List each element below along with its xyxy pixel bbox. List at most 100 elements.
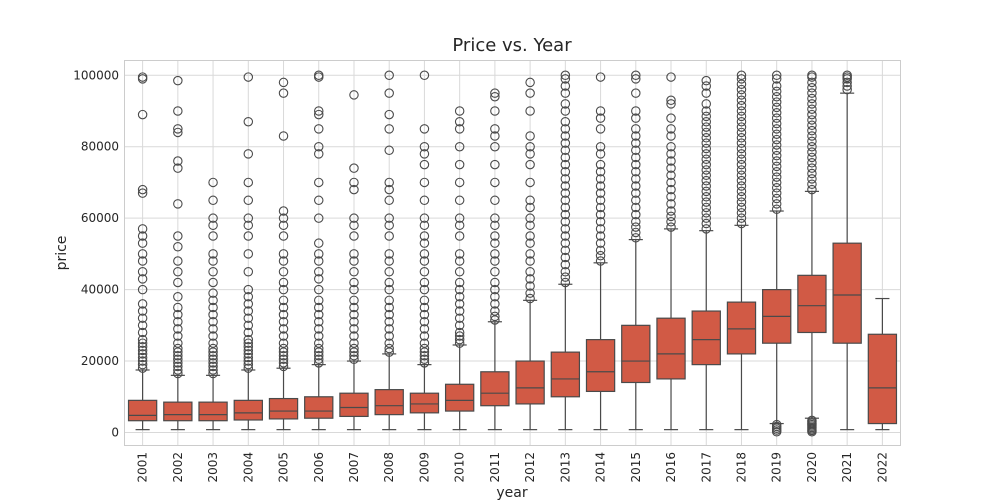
outlier-point — [173, 199, 183, 209]
outlier-point — [384, 343, 394, 354]
box-2011 — [480, 88, 510, 431]
outlier-point — [278, 350, 289, 361]
outlier-point — [313, 238, 324, 248]
outlier-point — [771, 97, 782, 107]
outlier-point — [419, 277, 430, 288]
x-tick-label: 2021 — [840, 452, 854, 483]
box-2004 — [233, 72, 263, 431]
outlier-point — [595, 250, 606, 261]
y-tick-label: 20000 — [81, 354, 119, 368]
outlier-point — [419, 358, 430, 368]
outlier-point — [419, 284, 430, 295]
outlier-point — [173, 354, 183, 365]
outlier-point — [771, 124, 782, 134]
outlier-point — [278, 213, 289, 223]
outlier-point — [419, 70, 430, 81]
outlier-point — [208, 354, 218, 365]
iqr-box — [515, 360, 545, 405]
outlier-point — [137, 249, 148, 259]
x-tick-label: 2004 — [241, 452, 255, 483]
outlier-point — [278, 256, 289, 266]
outlier-point — [807, 104, 817, 114]
outlier-point — [349, 343, 359, 354]
outlier-point — [771, 81, 782, 91]
outlier-point — [490, 220, 500, 231]
outlier-point — [807, 99, 817, 109]
outlier-point — [384, 231, 394, 241]
outlier-point — [419, 238, 430, 248]
outlier-point — [349, 317, 359, 327]
outlier-point — [278, 324, 289, 334]
outlier-point — [666, 163, 676, 173]
outlier-point — [173, 241, 183, 252]
outlier-point — [454, 292, 465, 302]
outlier-point — [278, 277, 289, 288]
outlier-point — [842, 70, 852, 81]
outlier-point — [137, 306, 148, 316]
outlier-point — [736, 143, 747, 154]
outlier-point — [419, 302, 430, 313]
outlier-point — [525, 293, 535, 304]
outlier-point — [137, 109, 148, 120]
outlier-point — [173, 343, 183, 354]
outlier-point — [595, 124, 606, 134]
outlier-point — [807, 174, 817, 184]
outlier-point — [313, 331, 324, 341]
outlier-point — [631, 70, 641, 81]
outlier-point — [313, 338, 324, 348]
outlier-point — [560, 252, 571, 263]
outlier-point — [349, 90, 359, 100]
outlier-point — [701, 127, 711, 138]
outlier-point — [666, 216, 676, 227]
iqr-box — [268, 397, 299, 420]
outlier-point — [419, 343, 430, 354]
box-2009 — [409, 70, 440, 431]
y-tick-label: 60000 — [81, 211, 119, 225]
outlier-point — [278, 220, 289, 231]
outlier-point — [631, 174, 641, 184]
outlier-point — [313, 309, 324, 320]
outlier-point — [595, 113, 606, 123]
outlier-point — [137, 284, 148, 295]
outlier-point — [560, 216, 571, 227]
x-tick-label: 2020 — [805, 452, 819, 483]
outlier-point — [243, 359, 254, 370]
outlier-point — [419, 309, 430, 320]
outlier-point — [595, 181, 606, 191]
outlier-point — [525, 256, 535, 266]
outlier-point — [631, 152, 641, 163]
outlier-point — [490, 177, 500, 188]
outlier-point — [560, 224, 571, 234]
outlier-point — [243, 363, 254, 373]
outlier-point — [595, 224, 606, 234]
outlier-point — [419, 124, 430, 134]
iqr-box — [621, 324, 651, 384]
outlier-point — [208, 331, 218, 341]
outlier-point — [666, 222, 676, 232]
outlier-point — [137, 363, 148, 373]
outlier-point — [807, 120, 817, 131]
iqr-box — [797, 274, 827, 334]
outlier-point — [419, 213, 430, 223]
outlier-point — [419, 195, 430, 206]
outlier-point — [666, 170, 676, 181]
outlier-point — [560, 195, 571, 206]
outlier-point — [208, 324, 218, 334]
outlier-point — [349, 354, 359, 365]
outlier-point — [313, 213, 324, 223]
outlier-point — [278, 77, 289, 88]
outlier-point — [137, 224, 148, 234]
outlier-point — [173, 163, 183, 173]
iqr-box — [691, 310, 721, 366]
outlier-point — [243, 349, 254, 359]
outlier-point — [595, 72, 606, 82]
outlier-point — [525, 159, 535, 170]
outlier-point — [173, 350, 183, 361]
outlier-point — [736, 74, 747, 84]
outlier-point — [701, 122, 711, 132]
outlier-point — [278, 284, 289, 295]
outlier-point — [490, 131, 500, 141]
outlier-point — [243, 334, 254, 345]
outlier-point — [701, 202, 711, 213]
outlier-point — [807, 415, 817, 426]
